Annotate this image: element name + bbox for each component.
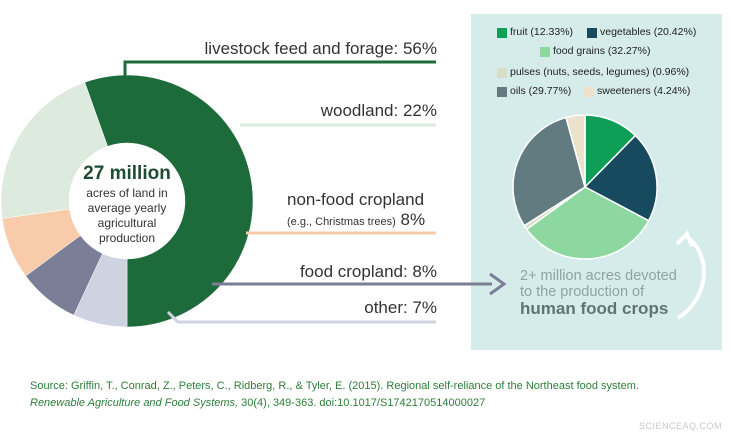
- legend-food-grains: food grains (32.27%): [553, 45, 651, 57]
- label-nonfood-title: non-food cropland: [287, 190, 425, 209]
- label-other: other: 7%: [364, 298, 437, 317]
- pie-slice-food-grains: [525, 186, 650, 260]
- callout-emphasis: human food crops: [520, 299, 669, 318]
- source-journal-details: 30(4), 349-363. doi:10.1017/S17421705140…: [238, 397, 486, 409]
- legend-swatch-vegetables: [587, 28, 597, 38]
- donut-center-title: 27 million: [83, 163, 171, 184]
- donut-slice-woodland: [0, 81, 108, 219]
- label-nonfood-sub: (e.g., Christmas trees): [287, 216, 396, 228]
- label-nonfood: non-food cropland (e.g., Christmas trees…: [240, 190, 437, 230]
- source-citation-journal: Renewable Agriculture and Food Systems, …: [30, 397, 485, 409]
- donut-center-text: acres of land in average yearly agricult…: [72, 186, 182, 246]
- pie-slice-sweeteners: [565, 114, 586, 188]
- callout-line: to the production of: [520, 284, 645, 300]
- donut-slice-livestock-feed-and-forage: [84, 74, 254, 328]
- legend-pulses: pulses (nuts, seeds, legumes) (0.96%): [510, 66, 690, 78]
- livestock-leader: [123, 60, 436, 85]
- legend-swatch-sweeteners: [584, 87, 594, 97]
- legend-vegetables: vegetables (20.42%): [600, 26, 697, 38]
- donut-center-line: average yearly: [87, 201, 167, 215]
- curved-arrowhead-icon: [675, 230, 694, 247]
- donut-center-line: agricultural: [97, 216, 157, 230]
- label-food-cropland: food cropland: 8%: [299, 262, 437, 281]
- legend-oils: oils (29.77%): [510, 85, 572, 97]
- label-nonfood-pct: 8%: [400, 210, 426, 229]
- watermark: SCIENCEAQ.COM: [638, 421, 722, 431]
- legend-swatch-pulses: [497, 68, 507, 78]
- label-woodland: woodland: 22%: [320, 101, 437, 120]
- donut-chart: [0, 74, 254, 328]
- source-citation: Source: Griffin, T., Conrad, Z., Peters,…: [30, 380, 639, 392]
- pie-slice-oils: [512, 116, 586, 227]
- curved-arrow-icon: [676, 234, 706, 320]
- food-crops-callout: 2+ million acres devoted to the producti…: [520, 268, 677, 317]
- legend-swatch-food-grains: [540, 47, 550, 57]
- donut-center-line: acres of land in: [86, 186, 168, 200]
- donut-slice-other: [73, 253, 128, 328]
- leader-lines: [123, 60, 507, 324]
- callout-line: 2+ million acres devoted: [520, 268, 677, 284]
- label-livestock: livestock feed and forage: 56%: [204, 39, 437, 58]
- curved-arrow: [675, 230, 706, 320]
- other-leader: [166, 310, 436, 324]
- source-journal-title: Renewable Agriculture and Food Systems,: [30, 397, 239, 409]
- food-crops-pie: [512, 114, 658, 260]
- legend-swatch-oils: [497, 87, 507, 97]
- legend-fruit: fruit (12.33%): [510, 26, 574, 38]
- food-arrowhead: [489, 272, 507, 296]
- label-nonfood-row: (e.g., Christmas trees) 8%: [240, 210, 437, 230]
- legend-swatch-fruit: [497, 28, 507, 38]
- legend-sweeteners: sweeteners (4.24%): [597, 85, 691, 97]
- donut-center-line: production: [98, 231, 156, 245]
